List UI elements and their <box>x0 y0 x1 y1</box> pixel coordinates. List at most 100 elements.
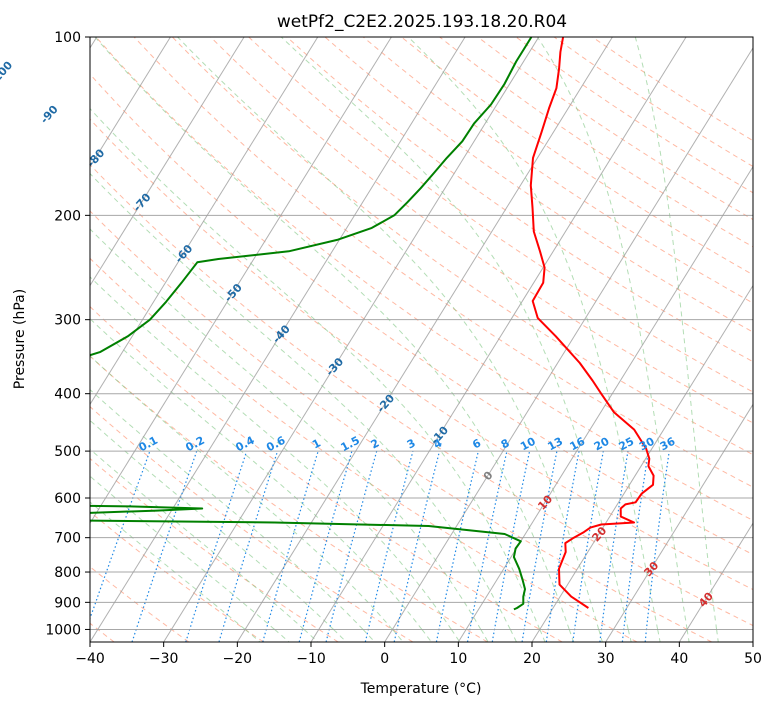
y-tick-label: 800 <box>54 565 81 581</box>
isotherm-label: -50 <box>222 281 245 305</box>
moist-adiabat <box>716 629 719 642</box>
x-tick-label: −20 <box>223 651 253 667</box>
moist-adiabat <box>421 629 432 642</box>
x-axis: −40 −30 −20 −10 0 10 20 30 40 50 <box>75 642 762 667</box>
x-tick-label: 10 <box>449 651 467 667</box>
mixing-ratio-line <box>393 450 441 642</box>
dry-adiabat <box>90 163 753 627</box>
isotherm-label: -80 <box>84 146 107 170</box>
background-lines <box>90 37 753 642</box>
y-axis-label: Pressure (hPa) <box>12 289 28 389</box>
isotherm-label: -40 <box>270 322 293 346</box>
line-labels: 0.1 0.2 0.4 0.6 1 1.5 2 3 4 6 8 10 13 16 20 25 30 36-100-… <box>0 58 716 609</box>
dry-adiabat <box>90 305 563 642</box>
isotherm <box>236 37 613 642</box>
mixing-ratio-label: 10 <box>518 435 538 454</box>
plot-frame <box>89 36 754 643</box>
x-tick-label: 20 <box>523 651 541 667</box>
y-tick-label: 700 <box>54 531 81 547</box>
moist-adiabat <box>686 629 690 642</box>
y-tick-label: 400 <box>54 387 81 403</box>
isotherm <box>163 37 540 642</box>
x-axis-label: Temperature (°C) <box>360 681 482 697</box>
moist-adiabat <box>90 228 482 630</box>
y-tick-label: 100 <box>54 30 81 46</box>
moist-adiabat <box>303 629 319 642</box>
moist-adiabat <box>598 629 603 642</box>
mixing-ratio-label: 6 <box>470 436 483 451</box>
mixing-ratio-line <box>218 450 279 642</box>
moist-adiabat <box>536 37 688 630</box>
mixing-ratio-line <box>644 451 670 642</box>
dry-adiabat <box>90 257 638 642</box>
moist-adiabat <box>407 37 659 630</box>
moist-adiabat <box>90 388 364 630</box>
moist-adiabat <box>90 419 334 630</box>
mixing-ratio-line <box>325 450 378 642</box>
x-tick-label: −40 <box>75 651 105 667</box>
moist-adiabat <box>274 629 290 642</box>
moist-adiabat <box>480 629 489 642</box>
moist-adiabat <box>627 629 632 642</box>
isotherm <box>384 46 753 642</box>
mixing-ratio-line <box>572 450 604 642</box>
sounding-series <box>90 37 655 611</box>
moist-adiabat <box>90 475 275 630</box>
moist-adiabat <box>634 37 718 630</box>
mixing-ratio-line <box>185 450 248 642</box>
mixing-ratio-line <box>621 451 650 642</box>
dry-adiabat <box>95 37 753 521</box>
mixing-ratio-label: 13 <box>545 435 565 454</box>
dry-adiabat <box>90 511 264 642</box>
x-tick-label: 40 <box>670 651 688 667</box>
isotherm <box>752 641 753 642</box>
dry-adiabat <box>324 37 753 333</box>
isotherm-label: -60 <box>172 242 195 266</box>
y-tick-label: 900 <box>54 595 81 611</box>
isotherm <box>90 37 466 642</box>
dry-adiabat <box>90 566 190 642</box>
mixing-ratio-label: 25 <box>617 435 637 454</box>
moist-adiabat <box>280 37 629 630</box>
moist-adiabat <box>90 355 393 630</box>
mixing-ratio-label: 2 <box>369 436 382 451</box>
mixing-ratio-line <box>435 450 479 642</box>
mixing-ratio-line <box>90 450 151 621</box>
isobar-grid <box>90 37 753 630</box>
y-tick-label: 500 <box>54 444 81 460</box>
isotherm <box>90 37 392 525</box>
isotherm <box>90 37 245 287</box>
mixing-ratio-line <box>298 450 353 642</box>
isotherm <box>531 284 753 642</box>
moist-adiabat <box>177 37 600 630</box>
dry-adiabat <box>286 37 753 363</box>
dry-adiabat <box>248 37 753 393</box>
moist-adiabat <box>90 276 452 630</box>
isotherm <box>90 37 171 168</box>
mixing-ratio-label: 20 <box>592 435 612 454</box>
mixing-ratio-line <box>131 450 198 642</box>
x-tick-label: 30 <box>597 651 615 667</box>
x-tick-label: −30 <box>149 651 179 667</box>
moist-adiabat <box>333 629 347 642</box>
isotherm-label: 30 <box>641 559 661 579</box>
x-tick-label: 50 <box>744 651 762 667</box>
moist-adiabat <box>90 318 423 630</box>
dewpoint-profile <box>90 37 533 611</box>
moist-adiabat <box>657 629 661 642</box>
mixing-ratio-line <box>599 450 629 642</box>
dry-adiabat <box>171 37 753 456</box>
isotherm-label: -30 <box>323 355 346 379</box>
mixing-ratio-line <box>521 450 558 642</box>
moist-adiabat <box>244 629 261 642</box>
moist-adiabat <box>539 629 546 642</box>
moist-adiabat <box>392 629 404 642</box>
isotherm <box>310 37 687 642</box>
isotherm-label: -20 <box>374 392 397 416</box>
mixing-ratio-line <box>262 450 319 642</box>
dry-adiabat <box>477 37 753 221</box>
moist-adiabat <box>568 629 575 642</box>
isotherm-label: -100 <box>0 58 15 87</box>
dry-adiabat <box>90 210 712 642</box>
